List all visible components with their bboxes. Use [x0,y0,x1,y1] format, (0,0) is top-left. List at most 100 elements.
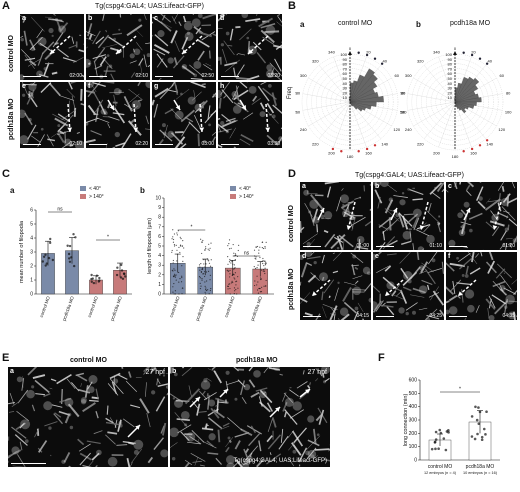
legend-label: > 140° [239,194,254,200]
angle-tick-label: 200 [328,151,335,156]
radial-tick-label: 20 [448,90,453,95]
data-point [263,265,265,267]
data-point [205,287,207,289]
rose-bar [454,101,457,107]
scale-bar [303,316,321,317]
data-point [230,247,232,249]
data-point [45,262,49,265]
data-point [201,267,204,269]
data-point [173,282,175,285]
data-point [204,246,207,248]
marker-dot [373,144,377,147]
x-tick-label: pcdh18a MO [195,295,209,321]
data-point [201,279,203,281]
timestamp: 02:10 [135,73,148,79]
data-point [258,287,260,290]
data-point [233,293,235,295]
data-point [209,274,211,276]
y-tick-label: 10 [155,196,161,202]
rose-bar [454,101,467,114]
angle-tick-label: 140 [381,141,388,146]
panel-d-tile-b: b 01:10 [373,182,444,250]
rose-bar [349,101,358,110]
data-point [260,290,263,293]
panel-e-title-control: control MO [70,357,107,364]
scale-bar [376,316,394,317]
data-point [98,279,101,282]
panel-d-tile-f: f 04:35 [446,252,517,320]
panel-a-tile-e: e 02:10 [20,82,84,148]
data-point [67,252,71,256]
data-point [208,249,210,251]
rose-bar [349,81,378,103]
panel-d-tile-d: d 04:15 [300,252,371,320]
data-point [199,282,201,284]
data-point [259,256,261,259]
x-tick-label: control MO [87,295,99,318]
angle-tick-label: 340 [433,49,440,54]
data-point [234,272,236,274]
y-axis-label: mean number of filopodia [19,220,25,283]
y-tick-label: 6 [158,234,161,240]
scale-bar [221,144,239,145]
data-point [256,266,258,269]
data-point [260,278,263,280]
data-point [264,272,266,275]
data-point [203,263,205,265]
scale-bar [89,76,107,77]
angle-tick-label: 200 [433,151,440,156]
long-connection-chart: 0 100 200 300 400 500 600 long connection (min)… [403,378,500,475]
data-point [172,259,174,262]
y-tick-label: 2 [30,264,33,270]
data-point [257,281,259,283]
marker-dot [357,150,360,153]
legend-swatch [230,186,236,191]
significance-label: * [459,387,461,393]
radial-tick-label: 70 [343,66,348,71]
data-point [439,431,443,435]
data-point [176,234,178,236]
data-point [233,287,236,289]
angle-tick-label: 60 [500,73,505,78]
data-point [173,243,176,246]
y-tick-label: 1 [30,278,33,284]
data-point [210,242,212,244]
data-point [172,241,175,243]
tile-letter: e [375,253,379,260]
panel-a-title: Tg(cspg4:GAL4; UAS:Lifeact-GFP) [95,3,204,10]
panel-f-letter: F [378,352,385,364]
panel-a-tile-h: h 03:30 [218,82,282,148]
data-point [198,264,201,266]
data-point [203,258,205,261]
radial-tick-label: 50 [343,76,348,81]
data-point [258,252,260,254]
rose-bar [349,101,363,112]
significance-label: * [191,225,193,231]
data-point [51,258,55,262]
panel-d-row1-label: control MO [288,205,295,242]
data-point [172,286,174,288]
data-point [201,241,203,243]
data-point [207,270,210,272]
data-point [204,275,206,278]
tile-letter: e [22,83,26,90]
legend-swatch [80,186,86,191]
data-point [229,276,231,278]
panel-c-a-label: a [10,186,15,195]
data-point [92,281,96,285]
marker-dot [331,147,335,151]
data-point [176,249,178,251]
angle-tick-label: 260 [295,109,301,114]
radial-tick-label: 60 [448,71,453,76]
data-point [95,274,99,277]
angle-tick-label: 280 [400,91,406,96]
data-point [229,283,231,285]
data-point [181,293,183,295]
data-point [199,287,202,290]
tile-letter: b [375,183,380,190]
radial-tick-label: 20 [343,90,348,95]
data-point [263,269,265,271]
significance-label: ns [57,207,63,213]
scale-bar [449,316,467,317]
y-tick-label: 5 [30,222,33,228]
